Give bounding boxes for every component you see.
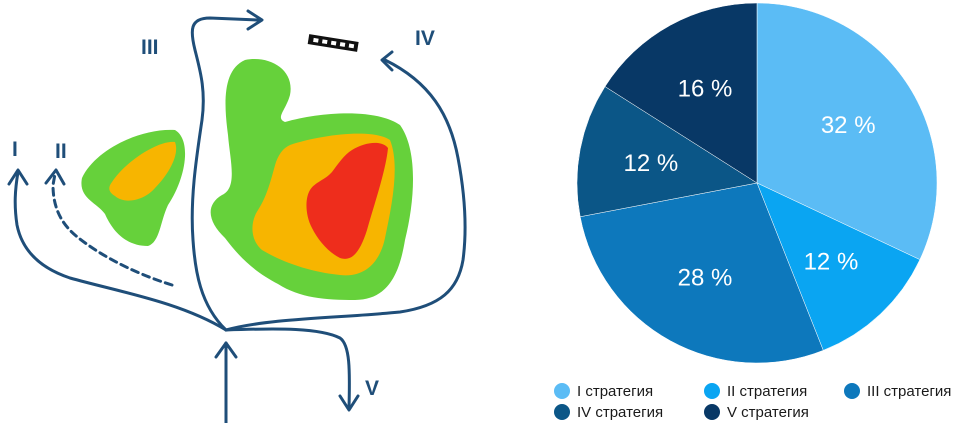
legend-marker-1 <box>554 383 570 399</box>
route-label-2: II <box>55 140 67 163</box>
legend-marker-3 <box>844 383 860 399</box>
legend-label-5: V стратегия <box>727 404 809 421</box>
route-5-arrow <box>224 327 360 412</box>
legend-label-2: II стратегия <box>727 383 807 400</box>
route-2-arrow <box>44 168 174 287</box>
chart-legend: I стратегия II стратегия III стратегия IV с… <box>554 383 951 421</box>
legend-marker-2 <box>704 383 720 399</box>
legend-marker-4 <box>554 404 570 420</box>
route-diagram: I II III IV V <box>7 9 467 423</box>
route-label-3: III <box>141 36 159 59</box>
pie-data-label-1: 32 % <box>821 112 876 139</box>
route-1-arrow <box>7 168 228 332</box>
route-label-4: IV <box>415 27 435 50</box>
pie-data-label-5: 16 % <box>678 75 733 102</box>
legend-label-4: IV стратегия <box>577 404 663 421</box>
route-label-5: V <box>365 377 379 400</box>
route-4-arrow <box>224 50 467 332</box>
pie-slice-2 <box>756 182 921 351</box>
legend-marker-5 <box>704 404 720 420</box>
large-hotspot <box>210 59 414 300</box>
pie-slice-5 <box>604 2 758 184</box>
pie-data-label-4: 12 % <box>624 150 679 177</box>
pie-data-label-3: 28 % <box>678 265 733 292</box>
pie-slice-4 <box>576 86 758 218</box>
pie-slice-1 <box>756 2 938 260</box>
small-hotspot-orange-zone <box>109 141 177 201</box>
legend-label-3: III стратегия <box>867 383 951 400</box>
pie-data-label-2: 12 % <box>804 249 859 276</box>
route-label-1: I <box>12 138 18 161</box>
small-hotspot <box>81 129 186 246</box>
rectangle-marker <box>307 34 359 52</box>
entry-stem <box>214 341 238 423</box>
legend-label-1: I стратегия <box>577 383 653 400</box>
route-3-arrow <box>190 9 264 332</box>
pie-chart: 32 % 12 % 28 % 12 % 16 % <box>576 2 938 364</box>
pie-slice-3 <box>579 182 824 364</box>
large-hotspot-red-zone <box>306 142 388 259</box>
